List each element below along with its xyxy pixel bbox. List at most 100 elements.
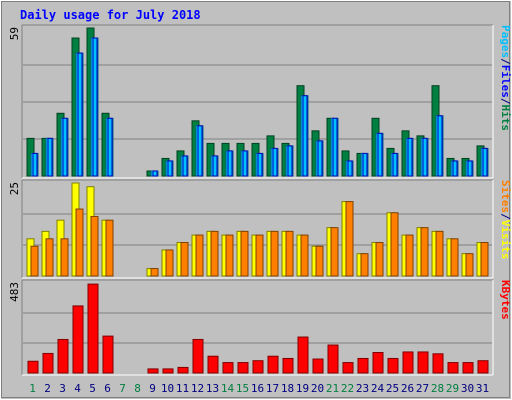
x-tick-label-day-8: 8 — [134, 382, 141, 395]
bar-pages-day-17 — [272, 147, 278, 177]
bar-sites-day-23 — [360, 253, 369, 277]
bar-kbytes-day-27 — [417, 351, 429, 374]
bar-kbytes-day-10 — [162, 368, 174, 374]
bar-pages-day-27 — [422, 137, 428, 177]
bar-kbytes-day-13 — [207, 355, 219, 374]
bar-sites-day-27 — [420, 227, 429, 277]
y-axis-max-label: 25 — [8, 182, 21, 195]
side-label-part: KBytes — [499, 280, 512, 320]
x-tick-label-day-10: 10 — [161, 382, 174, 395]
bar-kbytes-day-28 — [432, 353, 444, 374]
x-tick-label-day-6: 6 — [104, 382, 111, 395]
bar-pages-day-20 — [317, 140, 323, 177]
side-label-part: Hits — [499, 105, 512, 132]
bar-sites-day-30 — [465, 253, 474, 277]
x-tick-label-day-26: 26 — [401, 382, 414, 395]
bar-sites-day-28 — [435, 230, 444, 277]
bar-pages-day-3 — [62, 117, 68, 177]
bar-pages-day-25 — [392, 152, 398, 177]
x-tick-label-day-23: 23 — [356, 382, 369, 395]
bar-kbytes-day-29 — [447, 362, 459, 374]
x-tick-label-day-15: 15 — [236, 382, 249, 395]
x-tick-label-day-2: 2 — [44, 382, 51, 395]
bar-sites-day-3 — [60, 238, 69, 277]
bar-sites-day-29 — [450, 238, 459, 277]
bar-pages-day-5 — [92, 37, 98, 177]
bar-sites-day-4 — [75, 208, 84, 277]
x-axis-tick-labels: 1 2 3 4 5 6 7 8 9 10 11 12 13 14 15 16 17 18 19 20 21 22 23 24 2… — [29, 382, 489, 395]
bar-sites-day-22 — [345, 201, 354, 277]
bar-kbytes-day-12 — [192, 338, 204, 374]
x-tick-label-day-19: 19 — [296, 382, 309, 395]
bar-kbytes-day-4 — [72, 305, 84, 374]
x-tick-label-day-5: 5 — [89, 382, 96, 395]
bar-pages-day-23 — [362, 152, 368, 177]
bar-kbytes-day-18 — [282, 357, 294, 374]
bar-sites-day-26 — [405, 234, 414, 277]
bar-sites-day-19 — [300, 234, 309, 277]
bar-sites-day-12 — [195, 234, 204, 277]
bar-sites-day-17 — [270, 230, 279, 277]
series-side-label: Sites/Visits — [499, 180, 512, 260]
bar-kbytes-day-31 — [477, 360, 489, 374]
bar-pages-day-6 — [107, 117, 113, 177]
x-tick-label-day-14: 14 — [221, 382, 235, 395]
bar-pages-day-14 — [227, 150, 233, 177]
x-tick-label-day-18: 18 — [281, 382, 294, 395]
bar-sites-day-18 — [285, 230, 294, 277]
bar-pages-day-1 — [32, 152, 38, 177]
bar-pages-day-26 — [407, 137, 413, 177]
x-tick-label-day-13: 13 — [206, 382, 219, 395]
x-tick-label-day-3: 3 — [59, 382, 66, 395]
side-label-part: Visits — [499, 220, 512, 260]
bar-pages-day-10 — [167, 160, 173, 177]
bar-kbytes-day-21 — [327, 344, 339, 374]
bar-kbytes-day-1 — [27, 360, 39, 374]
bar-sites-day-24 — [375, 242, 384, 277]
bar-pages-day-24 — [377, 132, 383, 177]
x-tick-label-day-11: 11 — [176, 382, 189, 395]
bar-sites-day-10 — [165, 249, 174, 277]
bar-sites-day-9 — [150, 268, 159, 277]
bar-pages-day-30 — [467, 160, 473, 177]
side-label-part: Pages — [499, 25, 512, 58]
bar-kbytes-day-14 — [222, 362, 234, 374]
side-label-part: / — [499, 213, 512, 220]
panel-background — [22, 280, 493, 375]
bar-sites-day-14 — [225, 234, 234, 277]
side-label-part: Sites — [499, 180, 512, 213]
bar-sites-day-20 — [315, 245, 324, 277]
bar-sites-day-25 — [390, 212, 399, 277]
bar-pages-day-15 — [242, 150, 248, 177]
x-tick-label-day-20: 20 — [311, 382, 324, 395]
series-side-label: Pages/Files/Hits — [499, 25, 512, 131]
side-label-part: / — [499, 58, 512, 65]
chart-title: Daily usage for July 2018 — [20, 8, 201, 22]
bar-kbytes-day-22 — [342, 362, 354, 374]
side-label-part: Files — [499, 65, 512, 98]
panel-hits_files: 59 Pages/Files/Hits — [8, 24, 512, 179]
side-label-part: / — [499, 98, 512, 105]
y-axis-max-label: 59 — [8, 27, 21, 40]
bar-pages-day-16 — [257, 152, 263, 177]
bar-kbytes-day-24 — [372, 352, 384, 374]
x-tick-label-day-22: 22 — [341, 382, 354, 395]
bar-sites-day-11 — [180, 242, 189, 277]
x-tick-label-day-7: 7 — [119, 382, 126, 395]
x-tick-label-day-24: 24 — [371, 382, 385, 395]
bar-sites-day-15 — [240, 230, 249, 277]
bar-sites-day-31 — [480, 242, 489, 277]
bar-pages-day-12 — [197, 125, 203, 177]
bar-kbytes-day-23 — [357, 357, 369, 374]
bar-kbytes-day-9 — [147, 368, 159, 374]
bar-pages-day-13 — [212, 155, 218, 177]
bar-pages-day-11 — [182, 155, 188, 177]
bar-kbytes-day-6 — [102, 335, 114, 374]
y-axis-max-label: 483 — [8, 282, 21, 302]
bar-pages-day-28 — [437, 115, 443, 177]
bar-sites-day-16 — [255, 234, 264, 277]
x-tick-label-day-1: 1 — [29, 382, 36, 395]
bar-kbytes-day-5 — [87, 283, 99, 374]
